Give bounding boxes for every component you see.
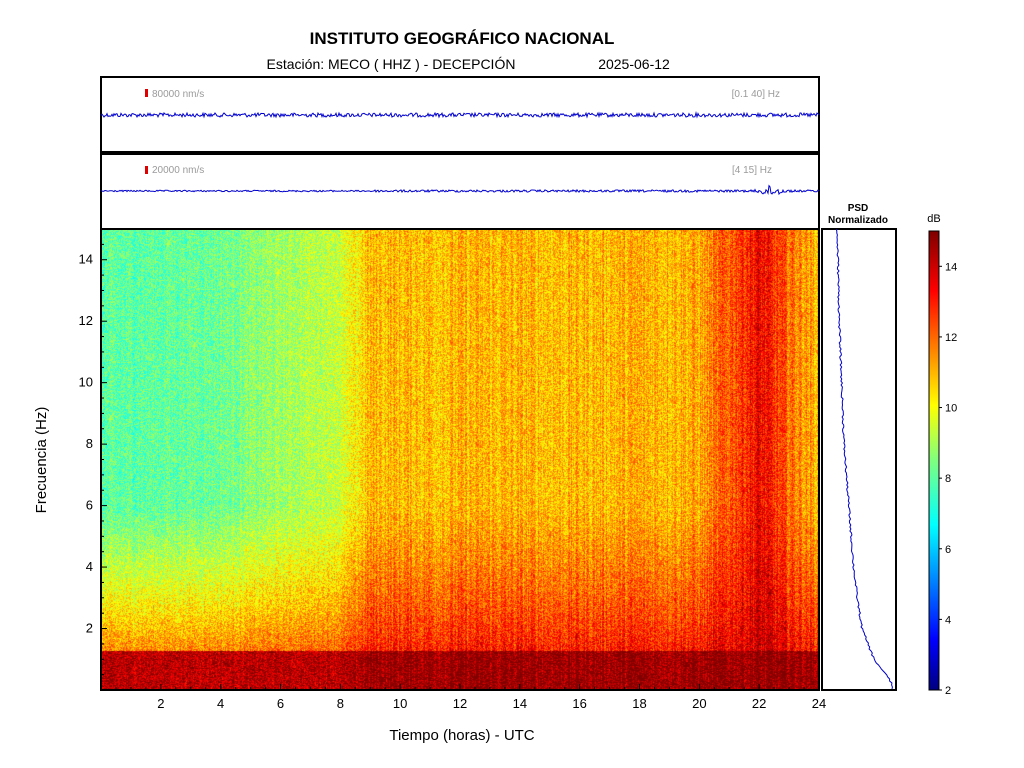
x-tick-label: 24: [812, 696, 826, 711]
x-tick-label: 4: [217, 696, 224, 711]
colorbar-unit: dB: [927, 213, 940, 225]
scale-bar-2: [145, 166, 148, 174]
colorbar: dB 2 4 6 8 10 12 14: [927, 213, 957, 697]
trace-panel-filtered: 20000 nm/s [4 15] Hz: [100, 153, 820, 230]
psd-panel: PSD Normalizado: [821, 203, 897, 691]
y-tick-label: 4: [86, 559, 93, 574]
psd-label-line2: Normalizado: [828, 215, 888, 226]
station-label: Estación: MECO ( HHZ ) - DECEPCIÓN: [267, 56, 516, 72]
x-tick-label: 16: [572, 696, 586, 711]
trace-2-band-label: [4 15] Hz: [732, 165, 772, 176]
y-tick-label: 8: [86, 436, 93, 451]
y-tick-label: 14: [79, 252, 93, 267]
seismic-trace-1: [100, 111, 820, 119]
x-tick-label: 12: [453, 696, 467, 711]
trace-1-band-label: [0.1 40] Hz: [732, 89, 780, 100]
trace-1-scale-label: 80000 nm/s: [152, 89, 204, 100]
x-tick-label: 6: [277, 696, 284, 711]
colorbar-tick-label: 10: [945, 403, 957, 415]
colorbar-tick-label: 4: [945, 614, 951, 626]
y-axis-ticks: 2 4 6 8 10 12 14: [79, 228, 107, 691]
y-tick-label: 6: [86, 498, 93, 513]
trace-2-scale-label: 20000 nm/s: [152, 165, 204, 176]
colorbar-tick-label: 2: [945, 685, 951, 697]
x-tick-label: 10: [393, 696, 407, 711]
colorbar-tick-label: 14: [945, 261, 957, 273]
y-axis-label: Frecuencia (Hz): [33, 407, 50, 514]
colorbar-tick-label: 6: [945, 544, 951, 556]
colorbar-ticks: 2 4 6 8 10 12 14: [939, 261, 957, 697]
psd-label-line1: PSD: [848, 203, 869, 214]
y-tick-label: 12: [79, 313, 93, 328]
x-axis-ticks: 2 4 6 8 10 12 14 16 18 20 22 24: [100, 684, 826, 711]
psd-curve: [835, 228, 893, 690]
date-label: 2025-06-12: [598, 56, 670, 72]
figure-title: INSTITUTO GEOGRÁFICO NACIONAL: [310, 29, 615, 48]
x-axis-label: Tiempo (horas) - UTC: [389, 727, 534, 744]
x-tick-label: 2: [157, 696, 164, 711]
x-tick-label: 18: [632, 696, 646, 711]
seismic-trace-2: [100, 184, 820, 196]
x-tick-label: 8: [337, 696, 344, 711]
trace-panel-broadband: 80000 nm/s [0.1 40] Hz: [100, 76, 820, 153]
x-tick-label: 14: [513, 696, 527, 711]
scale-bar-1: [145, 89, 148, 97]
x-tick-label: 22: [752, 696, 766, 711]
x-tick-label: 20: [692, 696, 706, 711]
colorbar-gradient: [928, 230, 940, 691]
colorbar-tick-label: 12: [945, 332, 957, 344]
colorbar-tick-label: 8: [945, 473, 951, 485]
spectrogram-canvas: [101, 229, 819, 690]
y-tick-label: 2: [86, 621, 93, 636]
y-tick-label: 10: [79, 375, 93, 390]
